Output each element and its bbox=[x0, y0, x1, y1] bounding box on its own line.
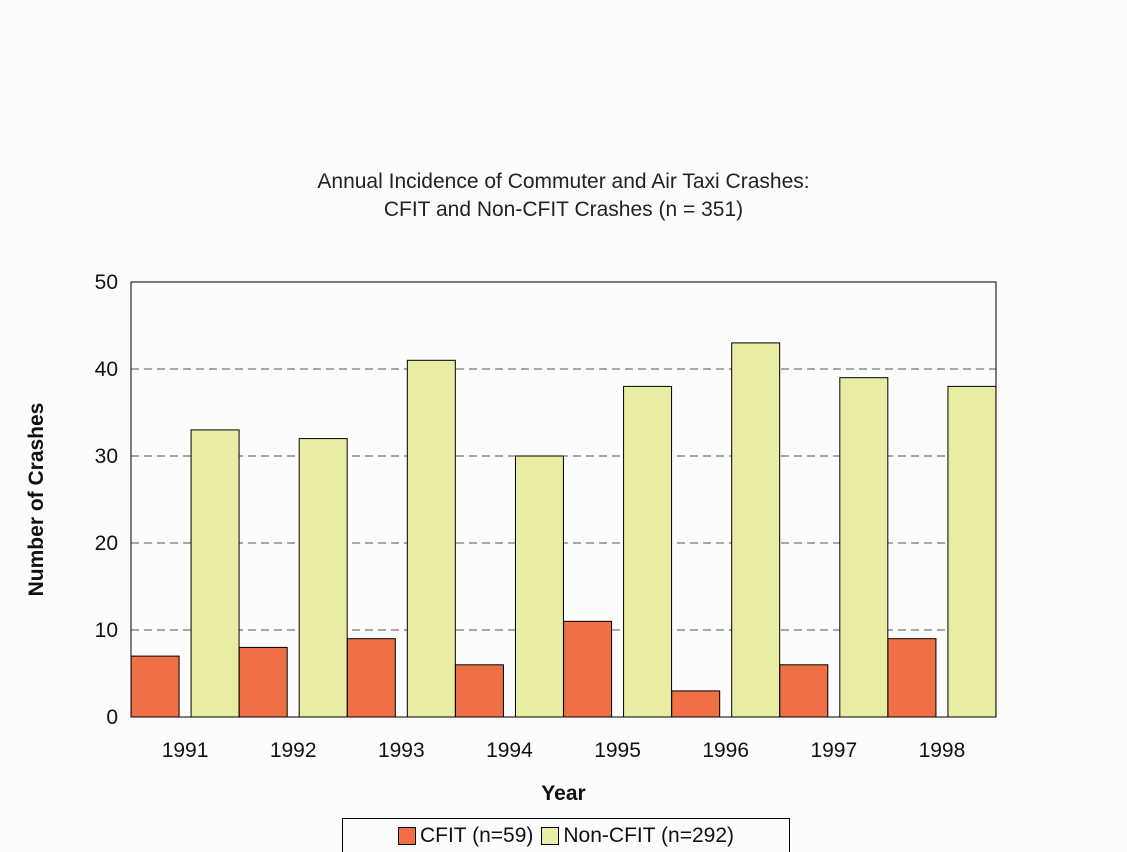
legend-label-non-cfit: Non-CFIT (n=292) bbox=[563, 823, 734, 847]
chart-title: Annual Incidence of Commuter and Air Tax… bbox=[317, 170, 810, 193]
chart-subtitle: CFIT and Non-CFIT Crashes (n = 351) bbox=[383, 198, 744, 221]
bar-cfit bbox=[454, 664, 504, 718]
x-axis-label: Year bbox=[541, 782, 585, 805]
x-tick-label: 1992 bbox=[270, 739, 317, 762]
y-tick-label: 50 bbox=[95, 271, 118, 294]
bar-cfit bbox=[563, 620, 613, 718]
bar-cfit bbox=[671, 690, 721, 718]
bar-non-cfit bbox=[190, 429, 240, 718]
bar-non-cfit bbox=[623, 385, 673, 718]
bar-non-cfit bbox=[406, 359, 456, 718]
x-tick-label: 1995 bbox=[594, 739, 641, 762]
y-tick-label: 20 bbox=[95, 532, 118, 555]
bar-non-cfit bbox=[731, 342, 781, 718]
y-tick-label: 0 bbox=[106, 706, 118, 729]
plot-frame bbox=[130, 281, 997, 718]
bar-cfit bbox=[346, 638, 396, 718]
y-tick-label: 40 bbox=[95, 358, 118, 381]
bars bbox=[130, 342, 997, 718]
x-tick-label: 1991 bbox=[162, 739, 209, 762]
x-tick-labels: 1991 1992 1993 1994 1995 1996 1997 1998 bbox=[162, 739, 966, 762]
bar-cfit bbox=[238, 646, 288, 718]
x-tick-label: 1994 bbox=[486, 739, 533, 762]
y-tick-labels: 0 10 20 30 40 50 bbox=[95, 271, 118, 729]
legend: CFIT (n=59) Non-CFIT (n=292) bbox=[342, 818, 790, 852]
x-tick-label: 1998 bbox=[919, 739, 966, 762]
bar-non-cfit bbox=[947, 385, 997, 718]
y-tick-label: 30 bbox=[95, 445, 118, 468]
bar-cfit bbox=[779, 664, 829, 718]
chart-title-block: Annual Incidence of Commuter and Air Tax… bbox=[0, 168, 1127, 224]
legend-item-cfit: CFIT (n=59) bbox=[397, 823, 534, 848]
x-tick-label: 1997 bbox=[810, 739, 857, 762]
x-tick-label: 1996 bbox=[702, 739, 749, 762]
legend-swatch-non-cfit bbox=[541, 826, 560, 845]
legend-swatch-cfit bbox=[397, 826, 416, 845]
legend-item-non-cfit: Non-CFIT (n=292) bbox=[541, 824, 734, 848]
bar-cfit bbox=[887, 638, 937, 718]
bar-non-cfit bbox=[298, 438, 348, 718]
legend-label-cfit: CFIT (n=59) bbox=[419, 823, 534, 847]
y-tick-label: 10 bbox=[95, 619, 118, 642]
x-tick-label: 1993 bbox=[378, 739, 425, 762]
bar-cfit bbox=[130, 655, 180, 718]
bar-non-cfit bbox=[514, 455, 564, 718]
bar-non-cfit bbox=[839, 377, 889, 718]
y-axis-label: Number of Crashes bbox=[25, 403, 48, 597]
